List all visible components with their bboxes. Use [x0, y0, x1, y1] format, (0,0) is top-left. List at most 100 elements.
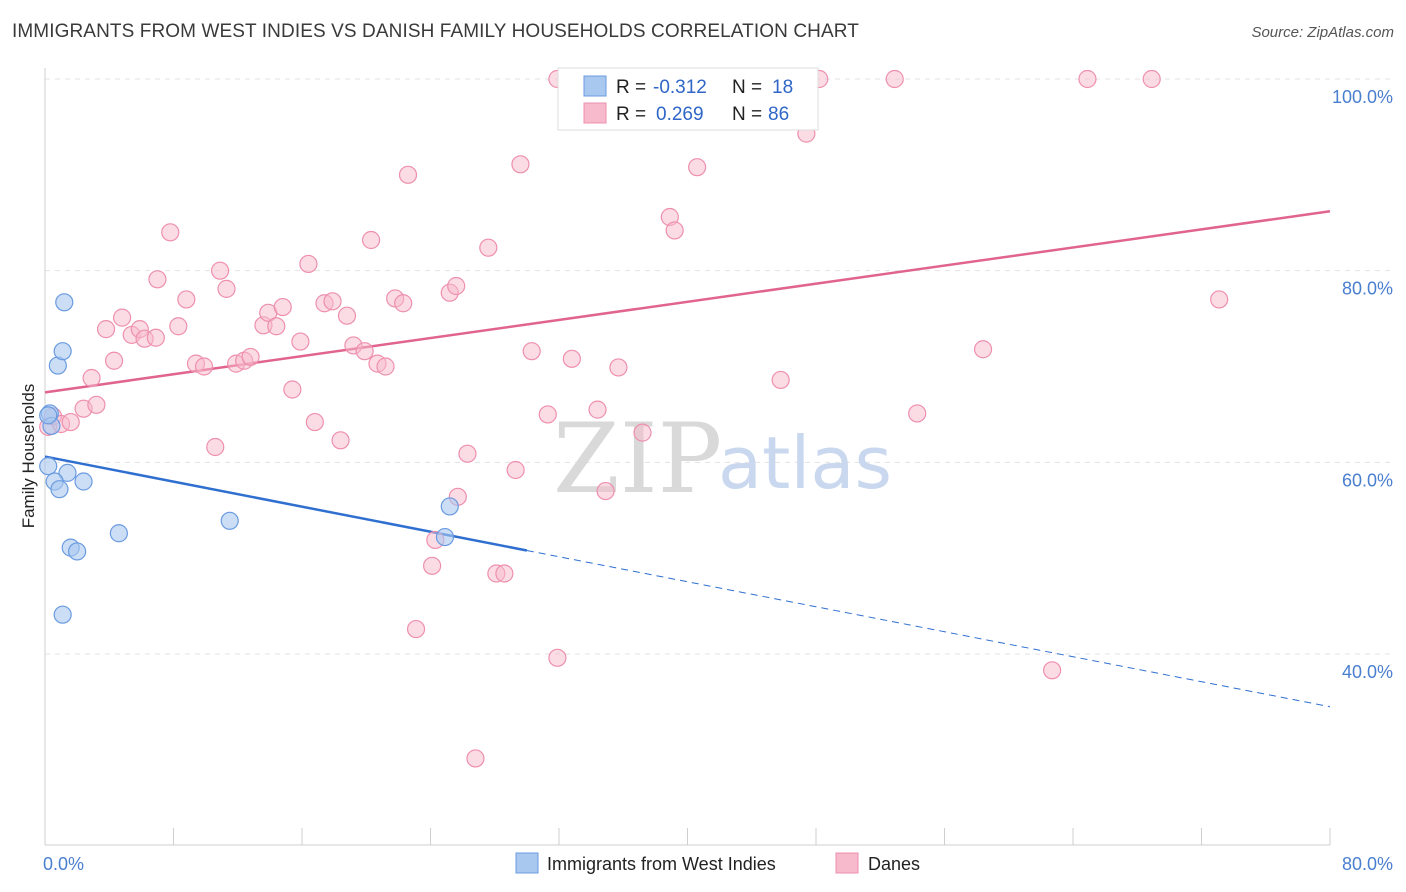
data-point-danes: [61, 412, 80, 432]
data-point-danes: [1210, 290, 1229, 309]
legend-swatch-west-indies: [515, 852, 539, 874]
data-point-danes: [291, 332, 310, 351]
legend-n-label: N =: [732, 104, 762, 125]
data-point-danes: [771, 370, 790, 390]
axes: [44, 68, 1331, 846]
data-point-danes: [169, 317, 188, 336]
data-point-danes: [273, 297, 292, 317]
data-point-danes: [562, 349, 581, 368]
x-tick-label: 80.0%: [1342, 854, 1393, 874]
data-point-danes: [1142, 69, 1161, 89]
data-point-danes: [588, 400, 607, 419]
data-point-danes: [406, 619, 426, 639]
legend-r-value: 0.269: [656, 104, 704, 125]
data-point-danes: [609, 358, 628, 377]
data-point-danes: [394, 294, 413, 313]
data-point-danes: [361, 230, 381, 250]
correlation-legend: R = -0.312 N = 18 R = 0.269 N = 86: [557, 67, 819, 131]
data-point-danes: [241, 347, 260, 367]
data-point-west-indies: [440, 497, 459, 516]
data-point-west-indies: [55, 293, 74, 312]
y-axis-label: Family Households: [19, 384, 38, 529]
legend-r-label: R =: [616, 77, 646, 98]
chart-title: IMMIGRANTS FROM WEST INDIES VS DANISH FA…: [12, 21, 859, 42]
data-point-danes: [194, 357, 214, 376]
x-tick-label: 0.0%: [43, 854, 84, 874]
data-point-danes: [688, 158, 707, 177]
y-tick-label: 80.0%: [1342, 279, 1393, 299]
data-point-danes: [973, 340, 993, 359]
legend-swatch-blue: [583, 75, 607, 97]
watermark-atlas: atlas: [718, 421, 892, 505]
data-point-danes: [376, 357, 395, 376]
data-point-danes: [305, 412, 324, 432]
watermark: ZIP atlas: [553, 403, 892, 515]
legend-r-value: -0.312: [653, 77, 707, 98]
data-point-danes: [479, 238, 498, 257]
data-point-west-indies: [74, 472, 93, 491]
data-point-west-indies: [435, 527, 455, 547]
watermark-zip: ZIP: [553, 403, 722, 515]
x-tick-labels: 0.0% 80.0%: [43, 854, 1393, 874]
data-point-danes: [885, 69, 904, 89]
data-point-danes: [161, 223, 180, 242]
data-point-danes: [423, 556, 442, 575]
series-west-indies-points: [39, 293, 459, 624]
series-legend: Immigrants from West Indies Danes: [515, 852, 920, 874]
legend-r-label: R =: [616, 104, 646, 125]
data-point-danes: [355, 342, 374, 361]
legend-n-value: 86: [768, 104, 789, 125]
data-point-danes: [908, 404, 927, 423]
data-point-danes: [96, 320, 116, 339]
data-point-danes: [522, 342, 541, 361]
data-point-danes: [1078, 69, 1097, 89]
data-point-danes: [337, 306, 357, 325]
data-point-danes: [112, 308, 132, 327]
y-tick-labels: 100.0% 80.0% 60.0% 40.0%: [1332, 87, 1393, 682]
data-point-west-indies: [68, 542, 87, 561]
data-point-west-indies: [109, 524, 128, 543]
data-point-danes: [538, 405, 557, 424]
legend-swatch-pink: [583, 102, 607, 124]
data-point-west-indies: [39, 406, 58, 425]
legend-swatch-danes: [835, 852, 859, 874]
data-point-danes: [87, 395, 106, 414]
data-point-danes: [511, 155, 530, 174]
data-point-danes: [506, 460, 525, 480]
data-point-danes: [447, 276, 466, 296]
trend-line-danes: [44, 210, 1331, 394]
legend-n-value: 18: [772, 77, 793, 98]
data-point-danes: [398, 165, 418, 184]
data-point-danes: [82, 368, 101, 388]
data-point-danes: [104, 351, 124, 370]
data-point-danes: [323, 292, 342, 311]
source-credit: Source: ZipAtlas.com: [1251, 24, 1394, 41]
data-point-west-indies: [53, 605, 72, 624]
data-point-danes: [331, 431, 350, 450]
data-point-danes: [283, 380, 302, 399]
data-point-danes: [148, 270, 167, 289]
data-point-danes: [596, 481, 615, 501]
trend-line-west-indies-extension: [526, 550, 1331, 708]
data-point-danes: [495, 564, 514, 583]
legend-label-danes: Danes: [868, 854, 920, 874]
data-point-danes: [210, 261, 230, 280]
data-point-danes: [1043, 661, 1062, 680]
data-point-danes: [299, 254, 318, 274]
data-point-danes: [466, 749, 485, 768]
y-tick-label: 100.0%: [1332, 87, 1393, 107]
data-point-danes: [217, 279, 236, 298]
data-point-danes: [267, 317, 286, 336]
data-point-danes: [206, 437, 225, 457]
data-point-west-indies: [220, 511, 239, 530]
data-point-west-indies: [50, 480, 69, 499]
data-point-danes: [146, 328, 165, 347]
y-tick-label: 60.0%: [1342, 470, 1393, 490]
y-tick-label: 40.0%: [1342, 662, 1393, 682]
data-point-west-indies: [53, 342, 72, 361]
data-point-danes: [548, 648, 567, 667]
data-point-danes: [633, 423, 652, 442]
legend-label-west-indies: Immigrants from West Indies: [547, 854, 776, 874]
data-point-west-indies: [58, 463, 77, 482]
